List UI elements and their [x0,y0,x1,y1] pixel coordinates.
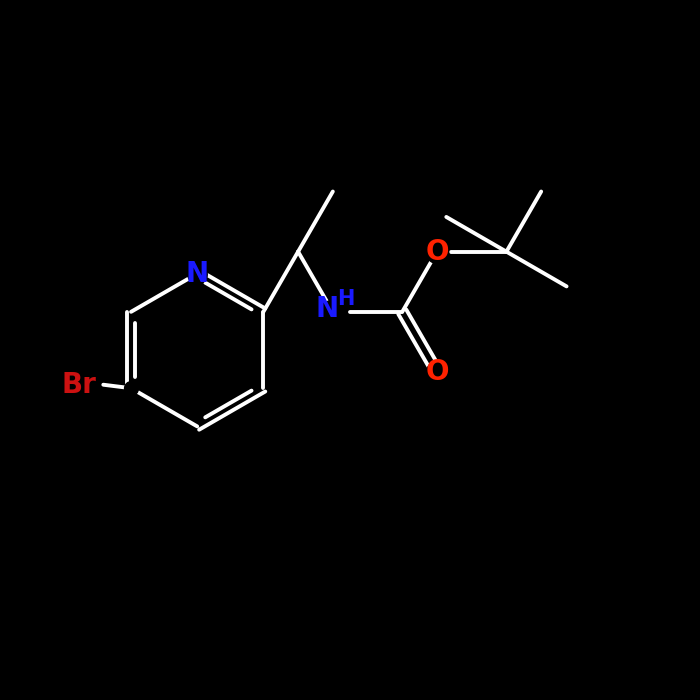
Text: N: N [186,260,209,288]
Text: H: H [337,289,354,309]
Text: Br: Br [62,371,97,399]
Text: N: N [316,295,339,323]
Text: O: O [425,358,449,386]
Text: O: O [425,238,449,266]
